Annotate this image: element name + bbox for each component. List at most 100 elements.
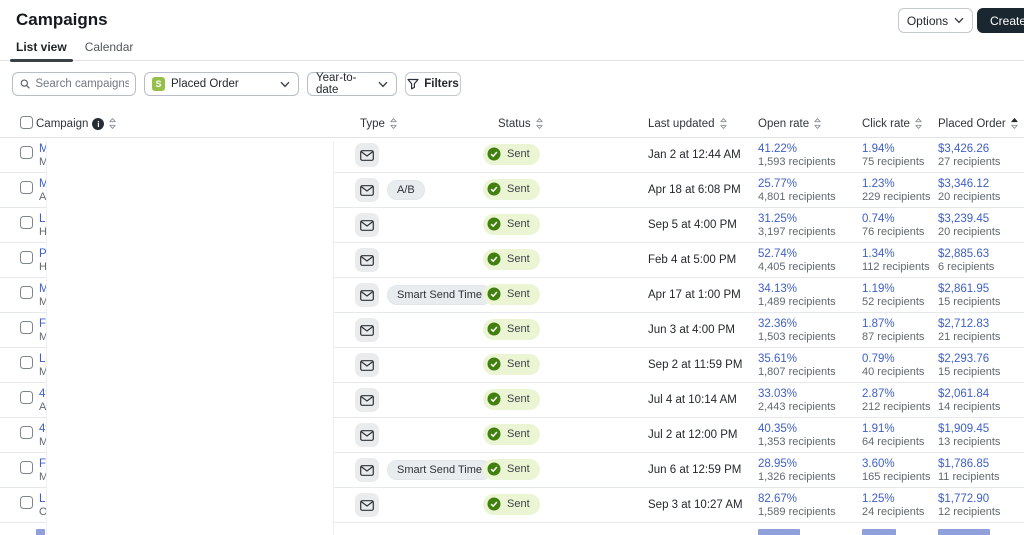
open-rate-value[interactable]: 25.77% <box>758 177 798 190</box>
click-rate-value[interactable]: 0.79% <box>862 352 895 365</box>
column-header-click-rate[interactable]: Click rate <box>856 117 932 130</box>
column-header-open-rate[interactable]: Open rate <box>750 117 856 130</box>
placed-order-value[interactable]: $3,239.45 <box>938 212 990 225</box>
row-checkbox[interactable] <box>20 251 33 264</box>
info-icon[interactable] <box>92 117 105 130</box>
last-updated-value: Jul 4 at 10:14 AM <box>648 394 737 406</box>
row-checkbox[interactable] <box>20 146 33 159</box>
row-checkbox[interactable] <box>20 181 33 194</box>
email-envelope-icon <box>355 248 379 272</box>
placed-order-recipients: 13 recipients <box>938 435 1001 448</box>
placed-order-recipients: 20 recipients <box>938 225 1001 238</box>
status-badge: Sent <box>483 178 540 200</box>
open-rate-value[interactable]: 28.95% <box>758 457 798 470</box>
placed-order-value[interactable]: $1,786.85 <box>938 457 990 470</box>
page-title: Campaigns <box>16 10 108 29</box>
click-rate-recipients: 165 recipients <box>862 470 931 483</box>
cutoff-click-rate <box>862 529 896 535</box>
campaign-link[interactable]: M <box>39 282 49 295</box>
placed-order-value[interactable]: $2,885.63 <box>938 247 990 260</box>
column-header-type[interactable]: Type <box>355 117 478 130</box>
row-checkbox[interactable] <box>20 461 33 474</box>
click-rate-recipients: 24 recipients <box>862 505 925 518</box>
placed-order-recipients: 15 recipients <box>938 295 1001 308</box>
campaign-subtitle: M <box>39 155 49 168</box>
placed-order-value[interactable]: $1,909.45 <box>938 422 990 435</box>
click-rate-value[interactable]: 1.19% <box>862 282 895 295</box>
type-badge: A/B <box>387 180 425 200</box>
open-rate-value[interactable]: 32.36% <box>758 317 798 330</box>
create-campaign-button[interactable]: Create c <box>977 8 1024 33</box>
column-header-campaign[interactable]: Campaign <box>36 117 355 130</box>
open-rate-value[interactable]: 34.13% <box>758 282 798 295</box>
row-checkbox[interactable] <box>20 356 33 369</box>
check-circle-icon <box>487 252 501 266</box>
search-input[interactable] <box>35 78 129 90</box>
placed-order-value[interactable]: $2,712.83 <box>938 317 990 330</box>
row-checkbox[interactable] <box>20 426 33 439</box>
sort-icon <box>719 118 727 129</box>
status-label: Sent <box>507 148 530 161</box>
open-rate-value[interactable]: 31.25% <box>758 212 798 225</box>
placed-order-value[interactable]: $1,772.90 <box>938 492 990 505</box>
column-header-status[interactable]: Status <box>478 117 640 130</box>
open-rate-recipients: 2,443 recipients <box>758 400 836 413</box>
date-range-value: Year-to-date <box>316 72 357 96</box>
placed-order-recipients: 12 recipients <box>938 505 1001 518</box>
open-rate-value[interactable]: 35.61% <box>758 352 798 365</box>
sort-icon <box>390 118 397 129</box>
click-rate-value[interactable]: 1.25% <box>862 492 895 505</box>
check-circle-icon <box>487 497 501 511</box>
select-all-checkbox[interactable] <box>20 115 33 129</box>
column-header-placed-order[interactable]: Placed Order <box>932 117 1024 130</box>
campaign-subtitle: M <box>39 295 49 308</box>
open-rate-value[interactable]: 33.03% <box>758 387 798 400</box>
check-circle-icon <box>487 322 501 336</box>
status-badge: Sent <box>483 318 540 340</box>
open-rate-value[interactable]: 52.74% <box>758 247 798 260</box>
click-rate-value[interactable]: 1.94% <box>862 142 895 155</box>
click-rate-value[interactable]: 1.34% <box>862 247 895 260</box>
options-button[interactable]: Options <box>898 8 973 33</box>
row-checkbox[interactable] <box>20 391 33 404</box>
conversion-metric-dropdown[interactable]: S Placed Order <box>144 72 299 96</box>
click-rate-value[interactable]: 2.87% <box>862 387 895 400</box>
placed-order-value[interactable]: $3,426.26 <box>938 142 990 155</box>
column-header-last-updated[interactable]: Last updated <box>640 117 750 130</box>
row-checkbox[interactable] <box>20 321 33 334</box>
click-rate-recipients: 76 recipients <box>862 225 925 238</box>
open-rate-value[interactable]: 82.67% <box>758 492 798 505</box>
table-row: M M Smart Send Time Sent Apr 17 at 1:00 … <box>0 278 1024 313</box>
placed-order-recipients: 21 recipients <box>938 330 1001 343</box>
chevron-down-icon <box>954 17 964 24</box>
campaign-link[interactable]: 4t <box>39 422 49 435</box>
placed-order-value[interactable]: $2,861.95 <box>938 282 990 295</box>
click-rate-value[interactable]: 1.91% <box>862 422 895 435</box>
open-rate-recipients: 3,197 recipients <box>758 225 836 238</box>
click-rate-value[interactable]: 1.87% <box>862 317 895 330</box>
status-badge: Sent <box>483 388 540 410</box>
campaign-link[interactable]: 4t <box>39 387 49 400</box>
click-rate-value[interactable]: 1.23% <box>862 177 895 190</box>
open-rate-value[interactable]: 41.22% <box>758 142 798 155</box>
date-range-dropdown[interactable]: Year-to-date <box>307 72 397 96</box>
tab-calendar[interactable]: Calendar <box>84 40 134 54</box>
campaign-link[interactable]: M <box>39 142 49 155</box>
last-updated-value: Apr 17 at 1:00 PM <box>648 289 741 301</box>
click-rate-value[interactable]: 0.74% <box>862 212 895 225</box>
tab-list-view[interactable]: List view <box>10 38 73 62</box>
click-rate-value[interactable]: 3.60% <box>862 457 895 470</box>
row-checkbox[interactable] <box>20 496 33 509</box>
status-label: Sent <box>507 358 530 371</box>
open-rate-value[interactable]: 40.35% <box>758 422 798 435</box>
row-checkbox[interactable] <box>20 286 33 299</box>
filters-button[interactable]: Filters <box>405 72 461 96</box>
placed-order-value[interactable]: $2,061.84 <box>938 387 990 400</box>
table-header-row: Campaign Type Status Last updated Open r… <box>0 110 1024 138</box>
placed-order-value[interactable]: $2,293.76 <box>938 352 990 365</box>
search-campaigns-box <box>12 72 136 96</box>
placed-order-value[interactable]: $3,346.12 <box>938 177 990 190</box>
row-checkbox[interactable] <box>20 216 33 229</box>
campaign-link[interactable]: M <box>39 177 49 190</box>
shopify-icon: S <box>152 77 165 91</box>
